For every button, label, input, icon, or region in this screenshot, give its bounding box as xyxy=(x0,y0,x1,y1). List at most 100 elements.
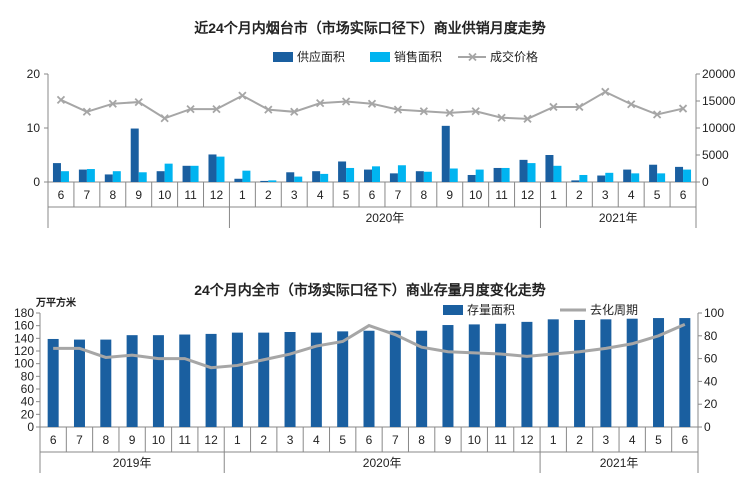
legend-label-sales: 销售面积 xyxy=(394,49,442,64)
chart2-title: 24个月内全市（市场实际口径下）商业存量月度变化走势 xyxy=(194,282,546,298)
month-label: 2 xyxy=(576,188,583,202)
sales-bar xyxy=(138,172,147,182)
supply-bar xyxy=(286,172,295,182)
chart1-title: 近24个月内烟台市（市场实际口径下）商业供销月度走势 xyxy=(194,20,546,36)
month-label: 6 xyxy=(681,433,688,447)
price-point xyxy=(627,100,636,109)
sales-bar xyxy=(190,165,199,182)
left-tick-label: 20 xyxy=(21,407,35,421)
price-point xyxy=(471,107,480,116)
supply-bar xyxy=(675,166,684,182)
sales-bar xyxy=(579,174,588,182)
month-label: 11 xyxy=(179,433,192,447)
sales-bar xyxy=(60,171,69,182)
month-label: 6 xyxy=(680,188,687,202)
month-label: 10 xyxy=(152,433,166,447)
right-tick-label: 40 xyxy=(704,374,718,388)
stock-bar xyxy=(284,332,296,427)
price-point xyxy=(549,102,558,112)
supply-bar xyxy=(208,154,217,182)
legend-label-supply: 供应面积 xyxy=(297,49,345,64)
month-label: 1 xyxy=(550,188,557,202)
sales-bar xyxy=(553,165,562,182)
left-tick-label: 40 xyxy=(21,395,35,409)
left-tick-label: 10 xyxy=(27,121,41,135)
stock-bar xyxy=(389,330,401,427)
supply-bar xyxy=(545,155,554,182)
price-point xyxy=(82,107,92,116)
month-label: 5 xyxy=(339,433,346,447)
left-tick-label: 60 xyxy=(21,382,35,396)
month-label: 6 xyxy=(58,188,65,202)
month-label: 8 xyxy=(102,433,109,447)
right-tick-label: 60 xyxy=(704,352,718,366)
supply-sales-chart: 0 10 20 0 5000 10000 15000 20000 2020年 2021年 6 7 8 9 1… xyxy=(27,49,736,228)
stock-bar xyxy=(152,335,164,427)
supply-bar xyxy=(597,175,606,182)
stock-bar xyxy=(442,325,454,427)
month-label: 4 xyxy=(628,188,635,202)
price-point xyxy=(238,91,247,100)
price-point xyxy=(56,95,66,105)
month-label: 3 xyxy=(287,433,294,447)
supply-bar xyxy=(623,169,632,182)
right-tick-label: 15000 xyxy=(702,94,736,108)
month-label: 7 xyxy=(84,188,91,202)
month-label: 12 xyxy=(521,188,535,202)
right-tick-label: 100 xyxy=(704,306,724,320)
right-tick-label: 10000 xyxy=(702,121,736,135)
left-tick-label: 0 xyxy=(33,175,40,189)
stock-bar xyxy=(231,332,243,427)
sales-bar xyxy=(164,163,173,182)
right-tick-label: 20000 xyxy=(702,67,736,81)
supply-bar xyxy=(571,180,580,182)
supply-bar xyxy=(389,173,398,182)
stock-bar xyxy=(179,334,191,427)
supply-bar xyxy=(467,174,476,182)
month-label: 12 xyxy=(520,433,534,447)
month-label: 1 xyxy=(234,433,241,447)
month-label: 9 xyxy=(135,188,142,202)
sales-bar xyxy=(372,166,380,182)
month-label: 8 xyxy=(109,188,116,202)
supply-bar xyxy=(415,171,424,182)
supply-bar xyxy=(156,171,165,182)
stock-bar xyxy=(521,321,533,427)
month-label: 5 xyxy=(343,188,350,202)
stock-bar xyxy=(205,333,217,427)
supply-bar xyxy=(519,159,528,182)
stock-bar xyxy=(416,330,428,427)
sales-bar xyxy=(346,167,355,182)
supply-bar xyxy=(493,167,502,182)
sales-bar xyxy=(605,172,614,182)
year-label: 2019年 xyxy=(113,456,152,470)
stock-bar xyxy=(126,335,138,427)
stock-bar xyxy=(547,319,559,427)
stock-bar xyxy=(468,324,480,427)
stock-bar xyxy=(363,330,375,427)
sales-bar xyxy=(112,171,121,182)
month-label: 7 xyxy=(76,433,83,447)
price-point xyxy=(575,102,584,112)
price-point xyxy=(678,104,688,113)
price-point xyxy=(523,114,532,123)
right-tick-label: 0 xyxy=(704,420,711,434)
left-tick-label: 120 xyxy=(14,344,34,358)
stock-bar xyxy=(310,332,322,427)
left-tick-label: 20 xyxy=(27,67,41,81)
month-label: 4 xyxy=(313,433,320,447)
sales-bar xyxy=(527,163,536,182)
month-label: 7 xyxy=(392,433,399,447)
price-point xyxy=(212,104,221,114)
month-label: 7 xyxy=(395,188,402,202)
month-label: 10 xyxy=(469,188,483,202)
month-label: 8 xyxy=(420,188,427,202)
year-label: 2021年 xyxy=(599,211,638,225)
price-point xyxy=(160,114,169,123)
sales-bar xyxy=(397,165,406,182)
supply-bar xyxy=(130,128,139,182)
stock-bar xyxy=(100,339,112,427)
month-label: 4 xyxy=(317,188,324,202)
supply-bar xyxy=(78,169,87,182)
price-point xyxy=(652,110,662,119)
